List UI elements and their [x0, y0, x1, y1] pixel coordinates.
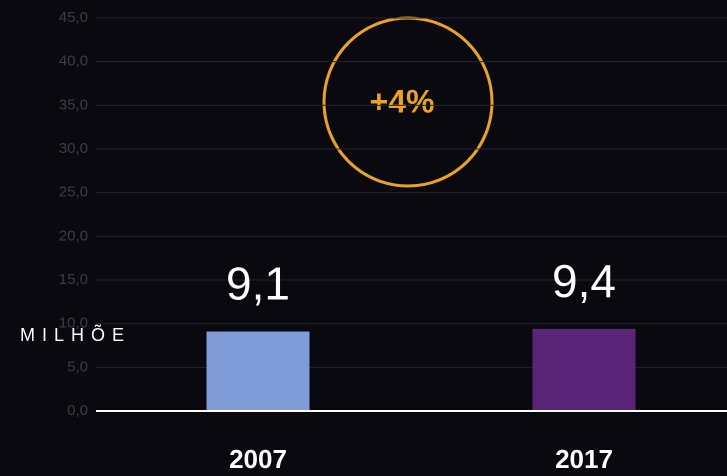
- value-label: 9,4: [552, 255, 616, 307]
- y-tick-label: 5,0: [67, 358, 88, 375]
- y-tick-label: 0,0: [67, 402, 88, 419]
- y-tick-label: 10,0: [59, 315, 88, 332]
- y-tick-label: 25,0: [59, 184, 88, 201]
- y-tick-label: 20,0: [59, 227, 88, 244]
- value-label: 9,1: [226, 258, 290, 310]
- y-tick-label: 30,0: [59, 140, 88, 157]
- bar: [532, 328, 636, 411]
- annotation: +4%: [370, 83, 435, 119]
- y-tick-label: 35,0: [59, 96, 88, 113]
- bar: [206, 331, 310, 411]
- x-tick-label: 2007: [229, 444, 287, 474]
- y-tick-label: 40,0: [59, 53, 88, 70]
- x-tick-label: 2017: [555, 444, 613, 474]
- y-axis-label: MILHÕE: [20, 324, 131, 345]
- y-tick-label: 45,0: [59, 9, 88, 26]
- y-tick-label: 15,0: [59, 271, 88, 288]
